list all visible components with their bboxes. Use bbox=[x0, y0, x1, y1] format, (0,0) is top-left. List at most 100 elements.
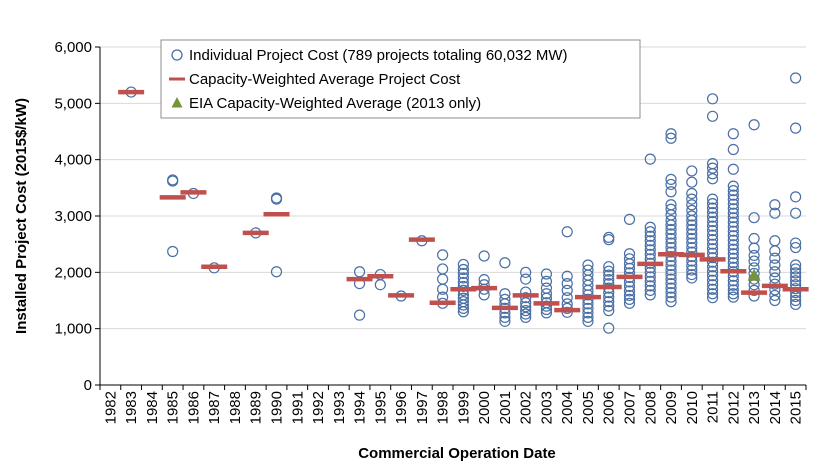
data-point bbox=[644, 275, 656, 287]
data-point bbox=[686, 176, 698, 188]
data-point bbox=[499, 257, 511, 269]
data-point bbox=[727, 203, 739, 215]
x-tick-label: 2015 bbox=[788, 391, 805, 424]
data-point bbox=[582, 315, 594, 327]
data-point bbox=[270, 266, 283, 278]
x-tick-label: 1997 bbox=[414, 391, 431, 424]
eia-layer bbox=[747, 268, 761, 281]
data-point bbox=[727, 230, 739, 242]
data-point bbox=[665, 203, 677, 215]
data-point bbox=[686, 214, 698, 227]
data-point bbox=[270, 193, 283, 205]
data-point bbox=[665, 214, 677, 227]
data-point bbox=[665, 282, 677, 294]
data-point bbox=[520, 273, 532, 285]
y-tick-labels: 0 1,000 2,000 3,000 4,000 5,000 6,000 bbox=[54, 39, 92, 394]
data-point bbox=[167, 245, 179, 258]
data-point bbox=[748, 242, 760, 254]
data-point bbox=[706, 220, 719, 232]
x-tick-label: 2001 bbox=[497, 391, 514, 424]
data-point bbox=[665, 132, 677, 144]
data-point bbox=[374, 279, 386, 291]
x-tick-label: 1983 bbox=[123, 391, 140, 424]
data-point bbox=[644, 248, 656, 260]
data-point bbox=[748, 279, 760, 291]
data-point bbox=[520, 266, 532, 278]
data-point bbox=[457, 263, 469, 276]
data-point bbox=[478, 250, 490, 262]
x-tick-label: 2006 bbox=[601, 391, 618, 424]
y-tick-label: 4,000 bbox=[54, 152, 92, 169]
data-point bbox=[540, 268, 553, 280]
data-point bbox=[665, 268, 677, 281]
data-point bbox=[499, 288, 511, 300]
data-point bbox=[644, 280, 656, 292]
data-point bbox=[457, 258, 469, 271]
data-point bbox=[623, 285, 636, 297]
y-tick-label: 5,000 bbox=[54, 95, 92, 112]
y-tick-label: 1,000 bbox=[54, 321, 92, 338]
data-point bbox=[457, 272, 469, 284]
data-point bbox=[790, 271, 802, 283]
data-point bbox=[603, 305, 615, 317]
data-point bbox=[686, 259, 698, 272]
data-point bbox=[727, 257, 739, 269]
data-point bbox=[706, 93, 719, 105]
data-point bbox=[437, 249, 449, 261]
data-point bbox=[727, 207, 739, 219]
data-point bbox=[727, 275, 739, 287]
data-point bbox=[457, 302, 469, 314]
data-point bbox=[727, 221, 739, 233]
x-tick-label: 2007 bbox=[622, 391, 639, 424]
data-point bbox=[706, 207, 719, 219]
data-point bbox=[665, 186, 677, 198]
data-point bbox=[686, 264, 698, 276]
legend-triangle-icon bbox=[171, 97, 183, 108]
data-point bbox=[437, 283, 449, 295]
axis-layer bbox=[95, 46, 807, 390]
x-tick-label: 2000 bbox=[476, 391, 493, 424]
x-tick-label: 2003 bbox=[538, 391, 555, 424]
data-point bbox=[623, 258, 636, 270]
data-point bbox=[790, 263, 802, 275]
data-point bbox=[727, 291, 739, 303]
data-point bbox=[706, 270, 719, 282]
data-point bbox=[706, 261, 719, 273]
x-tick-label: 1984 bbox=[144, 391, 161, 424]
data-point bbox=[665, 250, 677, 263]
data-point bbox=[769, 294, 781, 307]
data-point bbox=[769, 245, 781, 257]
data-point bbox=[540, 288, 553, 300]
data-point bbox=[582, 289, 594, 301]
data-point bbox=[769, 252, 781, 264]
data-point bbox=[790, 191, 802, 203]
data-point bbox=[623, 280, 636, 293]
data-point bbox=[706, 216, 719, 228]
data-point bbox=[623, 297, 636, 309]
data-point bbox=[540, 282, 553, 294]
x-tick-label: 2011 bbox=[705, 391, 722, 423]
data-point bbox=[665, 264, 677, 276]
data-point bbox=[561, 306, 573, 318]
data-point bbox=[706, 234, 719, 246]
data-point bbox=[727, 225, 739, 237]
data-point bbox=[686, 204, 698, 216]
x-tick-label: 2002 bbox=[518, 391, 535, 424]
data-point bbox=[540, 275, 553, 287]
data-point bbox=[644, 221, 656, 233]
data-point bbox=[457, 299, 469, 311]
data-point bbox=[603, 300, 615, 312]
data-point bbox=[623, 289, 636, 302]
x-tick-label: 1995 bbox=[372, 391, 389, 424]
data-point bbox=[520, 311, 532, 323]
data-point bbox=[457, 267, 469, 280]
data-point bbox=[561, 284, 573, 296]
data-point bbox=[727, 252, 739, 264]
data-point bbox=[727, 279, 739, 291]
data-point bbox=[769, 272, 781, 284]
data-point bbox=[644, 266, 656, 278]
legend: Individual Project Cost (789 projects to… bbox=[160, 39, 641, 119]
data-point bbox=[499, 315, 511, 327]
data-point bbox=[561, 270, 573, 282]
